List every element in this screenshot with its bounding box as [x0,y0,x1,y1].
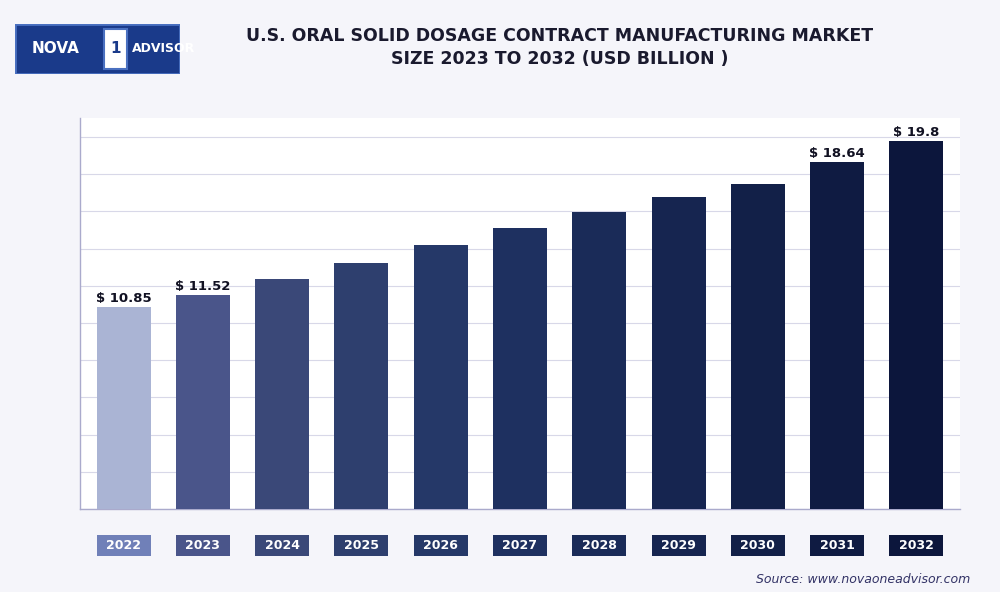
Bar [334,263,388,509]
FancyBboxPatch shape [15,24,180,74]
FancyBboxPatch shape [414,535,468,556]
FancyBboxPatch shape [255,535,309,556]
Bar [493,228,547,509]
FancyBboxPatch shape [104,29,127,69]
Text: Source: www.novaoneadvisor.com: Source: www.novaoneadvisor.com [756,573,970,586]
Text: 2024: 2024 [265,539,300,552]
Text: $ 18.64: $ 18.64 [809,147,865,160]
Text: 2023: 2023 [185,539,220,552]
FancyBboxPatch shape [97,535,151,556]
Bar [731,184,785,509]
Bar [810,162,864,509]
FancyBboxPatch shape [176,535,230,556]
FancyBboxPatch shape [572,535,626,556]
Text: 2029: 2029 [661,539,696,552]
FancyBboxPatch shape [731,535,785,556]
Bar [414,245,468,509]
FancyBboxPatch shape [493,535,547,556]
Text: 2031: 2031 [820,539,855,552]
FancyBboxPatch shape [810,535,864,556]
FancyBboxPatch shape [889,535,943,556]
FancyBboxPatch shape [652,535,706,556]
Bar [255,279,309,509]
Text: 2027: 2027 [502,539,537,552]
Text: NOVA: NOVA [32,41,79,56]
Text: 2030: 2030 [740,539,775,552]
Text: $ 10.85: $ 10.85 [96,292,151,305]
Bar [652,198,706,509]
Text: 2032: 2032 [899,539,934,552]
Bar [889,141,943,509]
Text: 2026: 2026 [423,539,458,552]
Text: $ 11.52: $ 11.52 [175,280,231,293]
Text: U.S. ORAL SOLID DOSAGE CONTRACT MANUFACTURING MARKET
SIZE 2023 TO 2032 (USD BILL: U.S. ORAL SOLID DOSAGE CONTRACT MANUFACT… [246,27,874,68]
Text: 2022: 2022 [106,539,141,552]
FancyBboxPatch shape [334,535,388,556]
Text: ADVISOR: ADVISOR [132,43,195,55]
Bar [176,295,230,509]
Text: $ 19.8: $ 19.8 [893,126,940,139]
Text: 1: 1 [110,41,121,56]
Text: 2025: 2025 [344,539,379,552]
Text: 2028: 2028 [582,539,617,552]
Bar [97,307,151,509]
Bar [572,213,626,509]
